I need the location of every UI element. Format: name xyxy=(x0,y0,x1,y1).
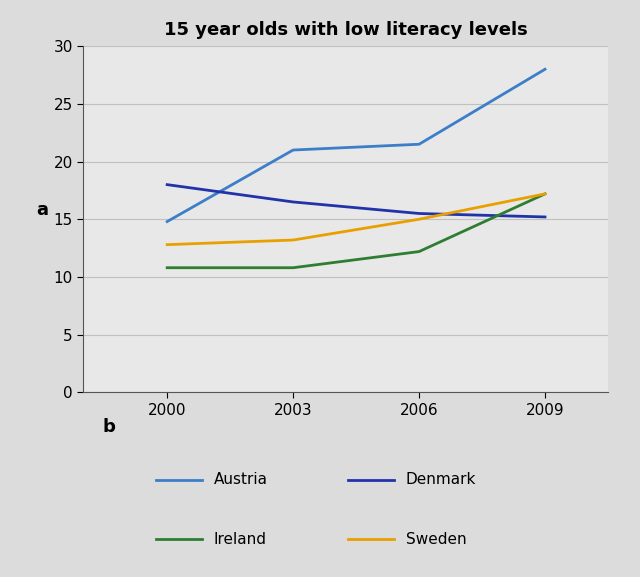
Text: Austria: Austria xyxy=(214,473,268,488)
Y-axis label: a: a xyxy=(36,201,48,219)
Text: Ireland: Ireland xyxy=(214,532,267,547)
Text: Sweden: Sweden xyxy=(406,532,467,547)
Text: b: b xyxy=(102,418,115,436)
Title: 15 year olds with low literacy levels: 15 year olds with low literacy levels xyxy=(164,21,527,39)
Text: Denmark: Denmark xyxy=(406,473,476,488)
